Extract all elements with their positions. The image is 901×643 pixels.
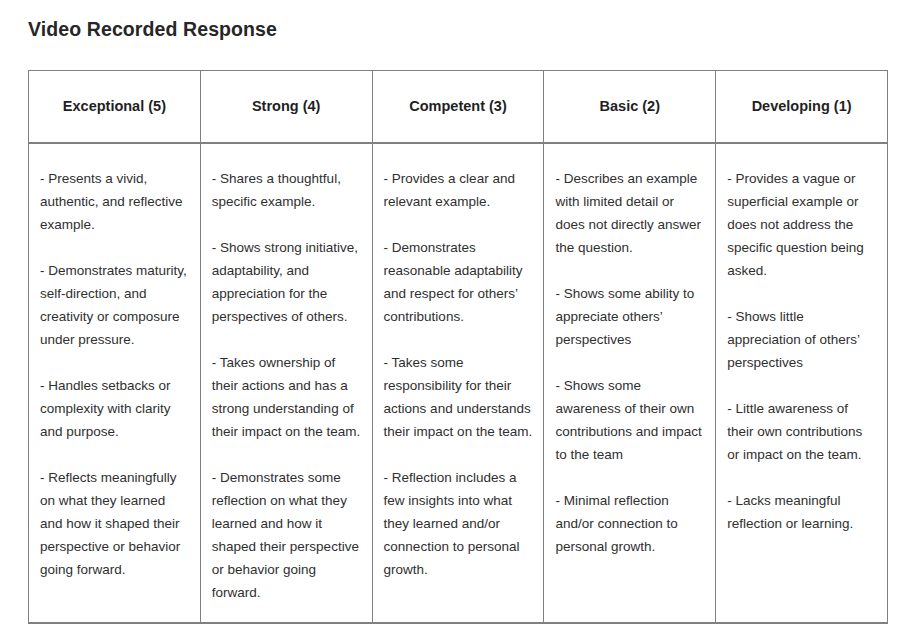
rubric-criterion: - Takes ownership of their actions and h… <box>212 351 361 443</box>
rubric-body-row: - Presents a vivid, authentic, and refle… <box>29 143 888 623</box>
page-title: Video Recorded Response <box>28 18 277 41</box>
rubric-criterion: - Reflection includes a few insights int… <box>384 466 533 581</box>
rubric-criterion: - Handles setbacks or complexity with cl… <box>40 374 189 443</box>
page: Video Recorded Response Exceptional (5) … <box>0 0 901 643</box>
rubric-column-header-developing: Developing (1) <box>716 71 888 143</box>
rubric-column-header-exceptional: Exceptional (5) <box>29 71 201 143</box>
rubric-criterion: - Lacks meaningful reflection or learnin… <box>727 489 876 535</box>
rubric-criterion: - Shows some awareness of their own cont… <box>555 374 704 466</box>
rubric-criterion: - Little awareness of their own contribu… <box>727 397 876 466</box>
rubric-cell-basic: - Describes an example with limited deta… <box>544 143 716 623</box>
rubric-criterion: - Shows strong initiative, adaptability,… <box>212 236 361 328</box>
rubric-criterion: - Reflects meaningfully on what they lea… <box>40 466 189 581</box>
rubric-criterion: - Demonstrates some reflection on what t… <box>212 466 361 604</box>
rubric-column-header-strong: Strong (4) <box>200 71 372 143</box>
rubric-criterion: - Shares a thoughtful, specific example. <box>212 167 361 213</box>
rubric-criterion: - Demonstrates maturity, self-direction,… <box>40 259 189 351</box>
rubric-criterion: - Provides a vague or superficial exampl… <box>727 167 876 282</box>
rubric-column-header-basic: Basic (2) <box>544 71 716 143</box>
rubric-criterion: - Provides a clear and relevant example. <box>384 167 533 213</box>
rubric-criterion: - Minimal reflection and/or connection t… <box>555 489 704 558</box>
rubric-header-row: Exceptional (5) Strong (4) Competent (3)… <box>29 71 888 143</box>
rubric-cell-exceptional: - Presents a vivid, authentic, and refle… <box>29 143 201 623</box>
rubric-criterion: - Takes some responsibility for their ac… <box>384 351 533 443</box>
rubric-criterion: - Shows little appreciation of others’ p… <box>727 305 876 374</box>
rubric-criterion: - Describes an example with limited deta… <box>555 167 704 259</box>
rubric-criterion: - Shows some ability to appreciate other… <box>555 282 704 351</box>
rubric-cell-competent: - Provides a clear and relevant example.… <box>372 143 544 623</box>
rubric-cell-developing: - Provides a vague or superficial exampl… <box>716 143 888 623</box>
rubric-criterion: - Demonstrates reasonable adaptability a… <box>384 236 533 328</box>
rubric-cell-strong: - Shares a thoughtful, specific example.… <box>200 143 372 623</box>
rubric-column-header-competent: Competent (3) <box>372 71 544 143</box>
rubric-criterion: - Presents a vivid, authentic, and refle… <box>40 167 189 236</box>
rubric-table: Exceptional (5) Strong (4) Competent (3)… <box>28 70 888 624</box>
